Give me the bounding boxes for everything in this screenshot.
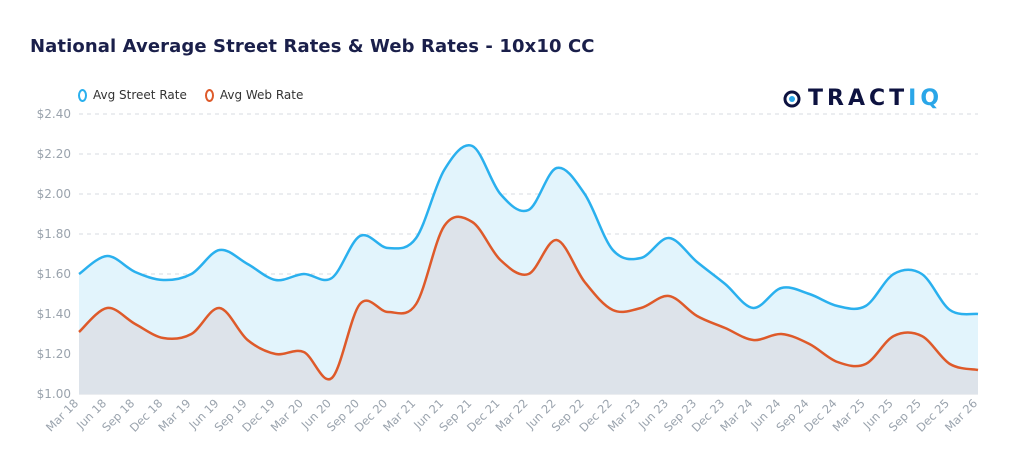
legend-item-street[interactable]: Avg Street Rate: [78, 88, 187, 102]
y-tick-label: $1.80: [37, 227, 71, 241]
chart-legend: Avg Street Rate Avg Web Rate: [78, 88, 303, 102]
y-tick-label: $2.00: [37, 187, 71, 201]
y-tick-label: $1.20: [37, 347, 71, 361]
y-axis-ticks: $2.40 $2.20 $2.00 $1.80 $1.60 $1.40 $1.20 $1.00: [37, 107, 71, 401]
logo-text: TRACTIQ: [808, 86, 944, 111]
tractiq-logo: TRACTIQ: [782, 86, 943, 111]
area-web: [79, 216, 978, 394]
area-fills: [79, 145, 978, 394]
y-tick-label: $1.00: [37, 387, 71, 401]
logo-mark-icon: [783, 90, 801, 107]
chart-title: National Average Street Rates & Web Rate…: [30, 36, 595, 57]
legend-swatch-web: [204, 88, 214, 102]
y-tick-label: $2.40: [37, 107, 71, 121]
legend-label-web: Avg Web Rate: [219, 88, 304, 102]
line-street[interactable]: [78, 144, 979, 316]
area-street: [79, 145, 978, 394]
y-tick-label: $1.40: [37, 307, 71, 321]
y-tick-label: $1.60: [37, 267, 71, 281]
x-tick-label: Mar 18: [43, 396, 81, 434]
legend-label-street: Avg Street Rate: [93, 88, 187, 102]
legend-item-web[interactable]: Avg Web Rate: [204, 88, 304, 102]
series-lines: [78, 144, 979, 381]
y-tick-label: $2.20: [37, 147, 71, 161]
line-web[interactable]: [78, 215, 979, 381]
legend-swatch-street: [78, 88, 87, 102]
